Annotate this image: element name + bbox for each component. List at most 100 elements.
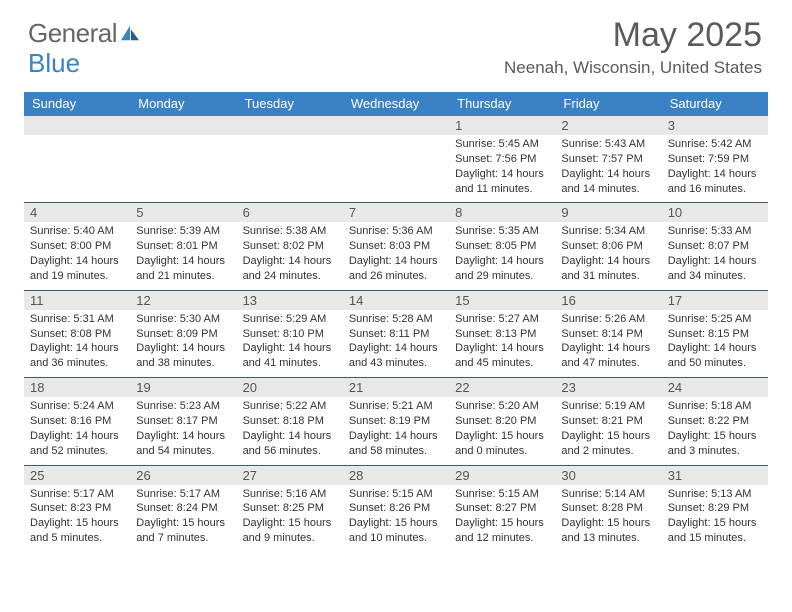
day-detail: Sunrise: 5:31 AMSunset: 8:08 PMDaylight:… — [24, 310, 130, 377]
day-number: 1 — [449, 116, 555, 135]
daylight-line: Daylight: 14 hours and 29 minutes. — [455, 254, 549, 284]
day-number: 24 — [662, 378, 768, 397]
sunrise-line: Sunrise: 5:24 AM — [30, 399, 124, 414]
header: General May 2025 Neenah, Wisconsin, Unit… — [0, 0, 792, 86]
day-number: 31 — [662, 466, 768, 485]
day-detail: Sunrise: 5:17 AMSunset: 8:24 PMDaylight:… — [130, 485, 236, 552]
calendar-number-row: 123 — [24, 116, 768, 135]
daylight-line: Daylight: 14 hours and 16 minutes. — [668, 167, 762, 197]
sunrise-line: Sunrise: 5:25 AM — [668, 312, 762, 327]
day-detail — [237, 135, 343, 202]
sunset-line: Sunset: 8:08 PM — [30, 327, 124, 342]
day-detail — [24, 135, 130, 202]
day-detail: Sunrise: 5:25 AMSunset: 8:15 PMDaylight:… — [662, 310, 768, 377]
day-detail: Sunrise: 5:21 AMSunset: 8:19 PMDaylight:… — [343, 397, 449, 464]
day-detail: Sunrise: 5:19 AMSunset: 8:21 PMDaylight:… — [555, 397, 661, 464]
title-block: May 2025 Neenah, Wisconsin, United State… — [504, 18, 762, 78]
day-detail: Sunrise: 5:15 AMSunset: 8:27 PMDaylight:… — [449, 485, 555, 552]
calendar-number-row: 11121314151617 — [24, 290, 768, 310]
sunset-line: Sunset: 7:57 PM — [561, 152, 655, 167]
logo-text-general: General — [28, 18, 117, 49]
day-detail — [343, 135, 449, 202]
location-label: Neenah, Wisconsin, United States — [504, 58, 762, 78]
daylight-line: Daylight: 14 hours and 54 minutes. — [136, 429, 230, 459]
daylight-line: Daylight: 14 hours and 24 minutes. — [243, 254, 337, 284]
day-number: 12 — [130, 291, 236, 310]
calendar-detail-row: Sunrise: 5:31 AMSunset: 8:08 PMDaylight:… — [24, 310, 768, 377]
calendar-header-cell: Saturday — [662, 92, 768, 116]
daylight-line: Daylight: 14 hours and 11 minutes. — [455, 167, 549, 197]
sunrise-line: Sunrise: 5:30 AM — [136, 312, 230, 327]
sunrise-line: Sunrise: 5:31 AM — [30, 312, 124, 327]
sunset-line: Sunset: 8:20 PM — [455, 414, 549, 429]
sunrise-line: Sunrise: 5:34 AM — [561, 224, 655, 239]
daylight-line: Daylight: 15 hours and 3 minutes. — [668, 429, 762, 459]
day-detail: Sunrise: 5:39 AMSunset: 8:01 PMDaylight:… — [130, 222, 236, 289]
sunset-line: Sunset: 8:22 PM — [668, 414, 762, 429]
logo-text-blue: Blue — [28, 48, 80, 79]
calendar-number-row: 45678910 — [24, 202, 768, 222]
calendar-header-cell: Tuesday — [237, 92, 343, 116]
daylight-line: Daylight: 15 hours and 0 minutes. — [455, 429, 549, 459]
sunrise-line: Sunrise: 5:45 AM — [455, 137, 549, 152]
logo: General — [28, 18, 141, 49]
day-detail: Sunrise: 5:28 AMSunset: 8:11 PMDaylight:… — [343, 310, 449, 377]
day-number: 30 — [555, 466, 661, 485]
day-number: 8 — [449, 203, 555, 222]
day-detail: Sunrise: 5:42 AMSunset: 7:59 PMDaylight:… — [662, 135, 768, 202]
daylight-line: Daylight: 14 hours and 21 minutes. — [136, 254, 230, 284]
day-number: 6 — [237, 203, 343, 222]
sunset-line: Sunset: 8:01 PM — [136, 239, 230, 254]
calendar: SundayMondayTuesdayWednesdayThursdayFrid… — [24, 92, 768, 552]
daylight-line: Daylight: 14 hours and 47 minutes. — [561, 341, 655, 371]
daylight-line: Daylight: 14 hours and 41 minutes. — [243, 341, 337, 371]
day-detail: Sunrise: 5:40 AMSunset: 8:00 PMDaylight:… — [24, 222, 130, 289]
day-number: 28 — [343, 466, 449, 485]
sunrise-line: Sunrise: 5:43 AM — [561, 137, 655, 152]
sunset-line: Sunset: 8:29 PM — [668, 501, 762, 516]
sunrise-line: Sunrise: 5:15 AM — [349, 487, 443, 502]
day-detail: Sunrise: 5:45 AMSunset: 7:56 PMDaylight:… — [449, 135, 555, 202]
sunset-line: Sunset: 8:05 PM — [455, 239, 549, 254]
sunrise-line: Sunrise: 5:14 AM — [561, 487, 655, 502]
day-detail: Sunrise: 5:14 AMSunset: 8:28 PMDaylight:… — [555, 485, 661, 552]
sunset-line: Sunset: 8:11 PM — [349, 327, 443, 342]
day-detail — [130, 135, 236, 202]
daylight-line: Daylight: 14 hours and 36 minutes. — [30, 341, 124, 371]
sunset-line: Sunset: 8:07 PM — [668, 239, 762, 254]
sunrise-line: Sunrise: 5:27 AM — [455, 312, 549, 327]
day-detail: Sunrise: 5:26 AMSunset: 8:14 PMDaylight:… — [555, 310, 661, 377]
sunrise-line: Sunrise: 5:29 AM — [243, 312, 337, 327]
calendar-detail-row: Sunrise: 5:40 AMSunset: 8:00 PMDaylight:… — [24, 222, 768, 289]
sunset-line: Sunset: 8:02 PM — [243, 239, 337, 254]
sunrise-line: Sunrise: 5:28 AM — [349, 312, 443, 327]
day-number — [237, 116, 343, 135]
day-number: 3 — [662, 116, 768, 135]
day-detail: Sunrise: 5:27 AMSunset: 8:13 PMDaylight:… — [449, 310, 555, 377]
day-number: 18 — [24, 378, 130, 397]
sunset-line: Sunset: 8:18 PM — [243, 414, 337, 429]
day-number: 16 — [555, 291, 661, 310]
daylight-line: Daylight: 14 hours and 26 minutes. — [349, 254, 443, 284]
daylight-line: Daylight: 14 hours and 56 minutes. — [243, 429, 337, 459]
day-detail: Sunrise: 5:43 AMSunset: 7:57 PMDaylight:… — [555, 135, 661, 202]
sunrise-line: Sunrise: 5:21 AM — [349, 399, 443, 414]
daylight-line: Daylight: 14 hours and 52 minutes. — [30, 429, 124, 459]
sunrise-line: Sunrise: 5:35 AM — [455, 224, 549, 239]
daylight-line: Daylight: 15 hours and 12 minutes. — [455, 516, 549, 546]
calendar-detail-row: Sunrise: 5:45 AMSunset: 7:56 PMDaylight:… — [24, 135, 768, 202]
day-number: 19 — [130, 378, 236, 397]
calendar-body: 123Sunrise: 5:45 AMSunset: 7:56 PMDaylig… — [24, 116, 768, 552]
day-number: 25 — [24, 466, 130, 485]
sunrise-line: Sunrise: 5:17 AM — [136, 487, 230, 502]
day-detail: Sunrise: 5:20 AMSunset: 8:20 PMDaylight:… — [449, 397, 555, 464]
day-number: 15 — [449, 291, 555, 310]
daylight-line: Daylight: 14 hours and 50 minutes. — [668, 341, 762, 371]
daylight-line: Daylight: 14 hours and 19 minutes. — [30, 254, 124, 284]
sunset-line: Sunset: 8:16 PM — [30, 414, 124, 429]
daylight-line: Daylight: 15 hours and 15 minutes. — [668, 516, 762, 546]
day-detail: Sunrise: 5:29 AMSunset: 8:10 PMDaylight:… — [237, 310, 343, 377]
calendar-header-cell: Wednesday — [343, 92, 449, 116]
day-number: 17 — [662, 291, 768, 310]
sunset-line: Sunset: 8:24 PM — [136, 501, 230, 516]
